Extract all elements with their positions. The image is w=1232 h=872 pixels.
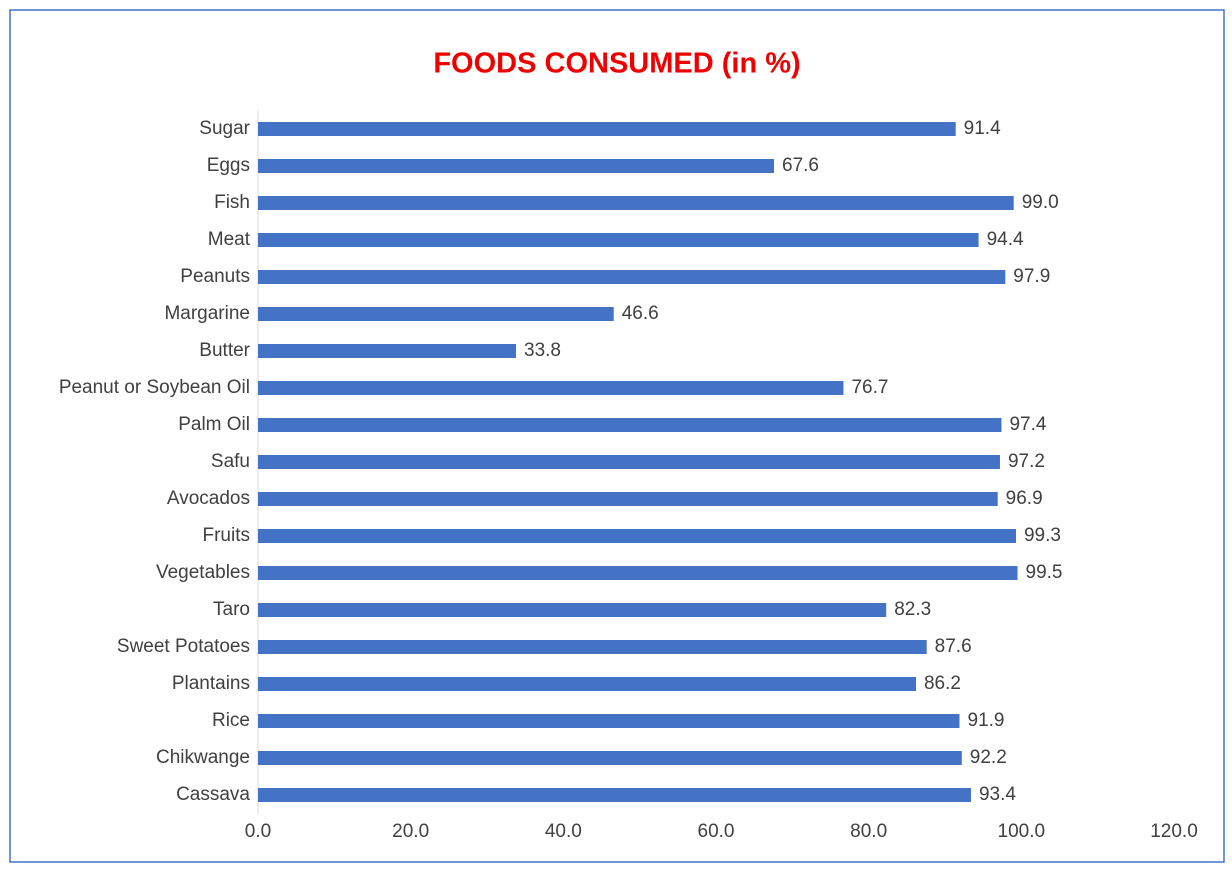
chart-border — [9, 9, 1225, 863]
bar — [258, 788, 971, 802]
bar — [258, 196, 1014, 210]
data-label: 91.9 — [968, 710, 1005, 731]
data-label: 91.4 — [964, 118, 1001, 139]
data-label: 97.4 — [1009, 414, 1046, 435]
y-tick-label: Avocados — [167, 488, 250, 509]
bar — [258, 381, 844, 395]
bar — [258, 344, 517, 358]
bar — [258, 751, 962, 765]
x-tick-label: 0.0 — [245, 821, 271, 842]
data-label: 99.3 — [1024, 525, 1061, 546]
bar — [258, 159, 775, 173]
bar — [258, 455, 1000, 469]
bar — [258, 603, 887, 617]
x-tick-label: 60.0 — [698, 821, 735, 842]
y-tick-label: Rice — [212, 710, 250, 731]
y-tick-label: Eggs — [207, 155, 250, 176]
data-label: 99.0 — [1022, 192, 1059, 213]
data-label: 94.4 — [987, 229, 1024, 250]
y-tick-label: Butter — [199, 340, 250, 361]
y-tick-label: Fruits — [203, 525, 251, 546]
data-label: 82.3 — [894, 599, 931, 620]
y-tick-label: Cassava — [176, 784, 250, 805]
data-label: 97.9 — [1013, 266, 1050, 287]
y-tick-label: Chikwange — [156, 747, 250, 768]
y-tick-label: Margarine — [164, 303, 250, 324]
data-label: 99.5 — [1026, 562, 1063, 583]
bar — [258, 492, 998, 506]
y-tick-label: Plantains — [172, 673, 250, 694]
bar — [258, 418, 1002, 432]
x-tick-label: 40.0 — [545, 821, 582, 842]
data-label: 97.2 — [1008, 451, 1045, 472]
x-tick-label: 80.0 — [850, 821, 887, 842]
data-label: 93.4 — [979, 784, 1016, 805]
y-tick-label: Safu — [211, 451, 250, 472]
data-label: 86.2 — [924, 673, 961, 694]
data-label: 67.6 — [782, 155, 819, 176]
bar — [258, 640, 927, 654]
data-label: 46.6 — [622, 303, 659, 324]
y-tick-label: Sweet Potatoes — [117, 636, 250, 657]
x-tick-label: 120.0 — [1150, 821, 1198, 842]
bar — [258, 122, 956, 136]
data-label: 96.9 — [1006, 488, 1043, 509]
y-tick-label: Taro — [213, 599, 250, 620]
y-tick-label: Vegetables — [156, 562, 250, 583]
x-tick-label: 100.0 — [998, 821, 1046, 842]
y-tick-label: Palm Oil — [178, 414, 250, 435]
chart-title: FOODS CONSUMED (in %) — [433, 48, 800, 80]
bar — [258, 270, 1006, 284]
bar — [258, 307, 614, 321]
bar — [258, 566, 1018, 580]
x-tick-label: 20.0 — [392, 821, 429, 842]
data-label: 33.8 — [524, 340, 561, 361]
y-tick-label: Meat — [208, 229, 251, 250]
data-label: 76.7 — [851, 377, 888, 398]
y-tick-label: Sugar — [199, 118, 250, 139]
data-label: 87.6 — [935, 636, 972, 657]
bar — [258, 529, 1016, 543]
y-tick-label: Peanut or Soybean Oil — [59, 377, 250, 398]
y-tick-label: Fish — [214, 192, 250, 213]
bar — [258, 677, 916, 691]
bar — [258, 233, 979, 247]
y-tick-label: Peanuts — [180, 266, 250, 287]
bar — [258, 714, 960, 728]
data-label: 92.2 — [970, 747, 1007, 768]
